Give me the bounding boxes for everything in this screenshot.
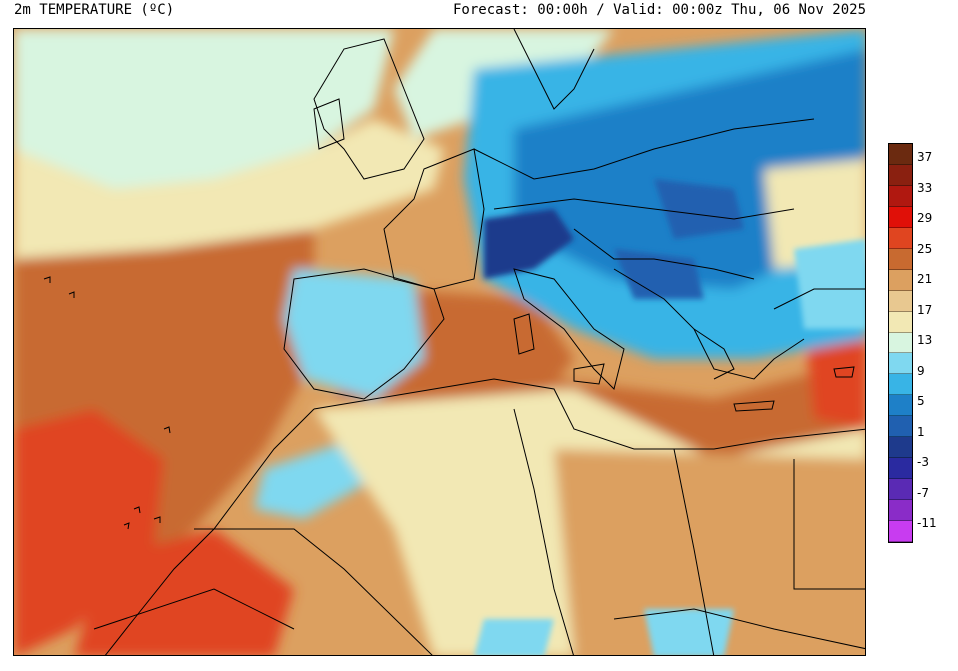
atlantic-cool-band — [14, 119, 444, 259]
legend-swatch — [889, 290, 912, 312]
legend-label: 5 — [917, 394, 925, 408]
legend-swatch — [889, 248, 912, 270]
legend-label: 13 — [917, 333, 933, 347]
anatolia-coast — [773, 288, 865, 310]
legend-swatch — [889, 500, 912, 522]
north-africa-coast — [313, 378, 865, 450]
legend-swatch — [889, 353, 912, 375]
south-libya-mild — [554, 449, 865, 655]
sahara-cold-patch2 — [474, 619, 554, 655]
ireland-coast — [313, 98, 345, 150]
africa-border-2 — [513, 408, 574, 655]
atlas-cold — [254, 439, 374, 519]
carpathians-cold — [654, 179, 744, 239]
legend-label: 1 — [917, 424, 925, 439]
atlantic-hot — [14, 409, 164, 655]
legend-label: 29 — [917, 211, 933, 225]
temperature-legend — [888, 143, 913, 543]
legend-label: -11 — [917, 516, 937, 530]
balkan-coast — [613, 268, 805, 380]
iberia-coast — [283, 268, 445, 400]
azores-islands — [43, 276, 75, 298]
legend-swatch — [889, 269, 912, 291]
legend-swatch — [889, 332, 912, 354]
legend-swatch — [889, 437, 912, 459]
temperature-map — [13, 28, 866, 656]
cyprus-coast — [833, 366, 855, 378]
madeira-islands — [163, 426, 171, 434]
africa-border-1 — [194, 528, 433, 655]
crete-coast — [733, 400, 775, 412]
alps-coldest — [484, 209, 574, 279]
north-atlantic-cold — [14, 29, 394, 189]
legend-swatch — [889, 227, 912, 249]
legend-label: -3 — [917, 455, 929, 469]
sardinia-coast — [513, 313, 535, 355]
europe-border-2 — [493, 198, 795, 220]
legend-label: 25 — [917, 241, 933, 256]
greece-coast — [693, 328, 735, 380]
legend-label: 9 — [917, 363, 925, 378]
africa-border-3 — [673, 448, 715, 655]
legend-swatch — [889, 479, 912, 501]
sahara-hot — [74, 529, 294, 655]
legend-label: 21 — [917, 272, 933, 286]
legend-swatch — [889, 374, 912, 396]
legend-swatch — [889, 416, 912, 438]
legend-label: 17 — [917, 302, 933, 317]
map-title: 2m TEMPERATURE (ºC) — [14, 2, 175, 18]
legend-swatch — [889, 311, 912, 333]
legend-label: -7 — [917, 485, 929, 500]
iberia-cold — [284, 269, 424, 399]
legend-swatch — [889, 164, 912, 186]
forecast-label: Forecast: 00:00h / Valid: 00:00z Thu, 06… — [452, 2, 866, 18]
sicily-coast — [573, 363, 605, 385]
europe-border-3 — [573, 228, 755, 280]
legend-swatch — [889, 185, 912, 207]
black-sea-mild — [764, 159, 865, 269]
canary-islands — [123, 506, 161, 530]
sahara-border-2 — [613, 608, 865, 650]
legend-swatch — [889, 144, 912, 165]
anatolia-cold — [794, 239, 865, 329]
legend-swatch — [889, 458, 912, 480]
legend-swatch — [889, 521, 912, 542]
britain-coast — [313, 38, 425, 180]
scandinavia-coast — [513, 29, 595, 110]
map-canvas — [14, 29, 865, 655]
balkans-cold — [614, 249, 704, 299]
sahara-border — [93, 588, 295, 630]
legend-label: 33 — [917, 180, 933, 195]
legend-swatch — [889, 395, 912, 417]
italy-coast — [513, 268, 625, 390]
europe-border-1 — [473, 118, 815, 180]
legend-swatch — [889, 206, 912, 228]
africa-border-4 — [793, 459, 865, 590]
legend-label: 37 — [917, 150, 933, 164]
